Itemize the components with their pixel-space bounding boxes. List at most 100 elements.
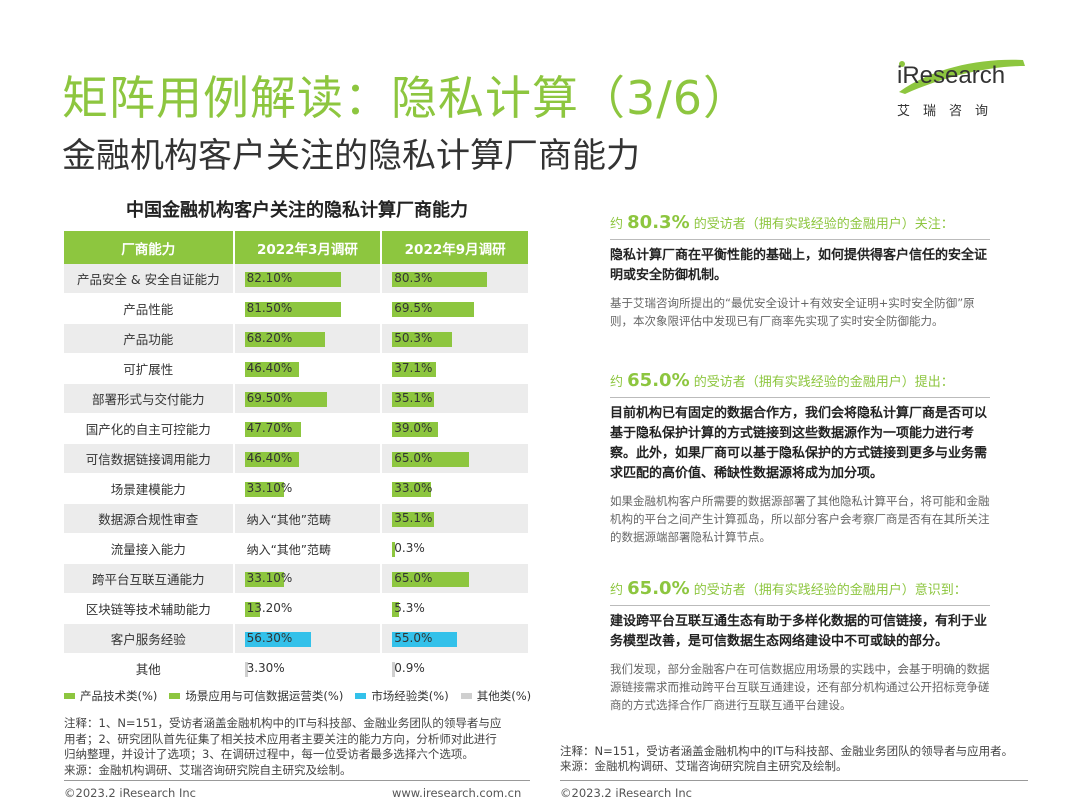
data-label: 47.70% bbox=[246, 421, 293, 436]
row-label: 产品性能 bbox=[64, 293, 235, 325]
right-notes: 注释：N=151，受访者涵盖金融机构中的IT与科技部、金融业务团队的领导者与应用… bbox=[560, 744, 1030, 774]
march-cell: 56.30% bbox=[233, 623, 383, 655]
data-label: 82.10% bbox=[246, 271, 293, 286]
logo-wordmark: iResearch bbox=[897, 62, 1006, 89]
september-cell: 0.9% bbox=[381, 653, 530, 685]
september-cell: 37.1% bbox=[381, 353, 530, 385]
insight-key-point: 目前机构已有固定的数据合作方，我们会将隐私计算厂商是否可以基于隐私保护计算的方式… bbox=[610, 406, 988, 481]
data-label: 39.0% bbox=[394, 421, 433, 436]
table-row: 产品功能 68.20% 50.3% bbox=[64, 323, 530, 355]
data-label: 46.40% bbox=[246, 451, 293, 466]
table-row: 区块链等技术辅助能力 13.20% 5.3% bbox=[64, 593, 530, 625]
data-label: 纳入“其他”范畴 bbox=[246, 513, 332, 528]
insight-percent: 65.0% bbox=[627, 578, 690, 599]
row-label: 跨平台互联互通能力 bbox=[64, 563, 235, 595]
insight-divider bbox=[610, 605, 990, 606]
table-row: 其他 3.30% 0.9% bbox=[64, 653, 530, 685]
row-label: 国产化的自主可控能力 bbox=[64, 413, 235, 445]
note-line: 用者；2、研究团队首先征集了相关技术应用者主要关注的能力方向，分析师对此进行 bbox=[64, 731, 497, 746]
table-row: 数据源合规性审查 纳入“其他”范畴 35.1% bbox=[64, 503, 530, 535]
legend-swatch bbox=[169, 693, 181, 699]
table-row: 国产化的自主可控能力 47.70% 39.0% bbox=[64, 413, 530, 445]
table-row: 跨平台互联互通能力 33.10% 65.0% bbox=[64, 563, 530, 595]
logo-swoosh-icon bbox=[899, 59, 1025, 94]
data-label: 0.3% bbox=[394, 541, 425, 556]
data-label: 0.9% bbox=[394, 661, 425, 676]
table-row: 产品安全 & 安全自证能力 82.10% 80.3% bbox=[64, 264, 530, 295]
row-label: 其他 bbox=[64, 653, 235, 685]
table-row: 流量接入能力 纳入“其他”范畴 0.3% bbox=[64, 533, 530, 565]
september-cell: 35.1% bbox=[381, 503, 530, 535]
march-cell: 13.20% bbox=[233, 593, 383, 625]
bar-march bbox=[244, 452, 300, 468]
september-cell: 80.3% bbox=[381, 264, 530, 295]
page-subtitle: 金融机构客户关注的隐私计算厂商能力 bbox=[62, 136, 640, 176]
bar-march bbox=[244, 482, 284, 498]
data-label: 3.30% bbox=[246, 661, 285, 676]
note-line: 注释：N=151，受访者涵盖金融机构中的IT与科技部、金融业务团队的领导者与应用… bbox=[560, 744, 1014, 758]
legend-label: 其他类(%) bbox=[476, 689, 532, 703]
legend-swatch bbox=[355, 693, 367, 699]
march-cell: 3.30% bbox=[233, 653, 383, 685]
legend-item: 场景应用与可信数据运营类(%) bbox=[169, 688, 343, 704]
website-url[interactable]: www.iresearch.com.cn bbox=[392, 786, 522, 800]
bar-march bbox=[244, 662, 249, 678]
insight-head: 约 65.0% 的受访者（拥有实践经验的金融用户）提出： bbox=[610, 370, 990, 391]
row-label: 场景建模能力 bbox=[64, 473, 235, 505]
row-label: 数据源合规性审查 bbox=[64, 503, 235, 535]
source-line: 来源：金融机构调研、艾瑞咨询研究院自主研究及绘制。 bbox=[64, 762, 352, 777]
row-label: 产品安全 & 安全自证能力 bbox=[64, 264, 235, 295]
march-cell: 46.40% bbox=[233, 353, 383, 385]
table-row: 可扩展性 46.40% 37.1% bbox=[64, 353, 530, 385]
table-row: 客户服务经验 56.30% 55.0% bbox=[64, 623, 530, 655]
data-label: 37.1% bbox=[394, 361, 433, 376]
note-line: 归纳整理，并设计了选项；3、在调研过程中，每一位受访者最多选择六个选项。 bbox=[64, 747, 474, 761]
column-header-capability: 厂商能力 bbox=[64, 231, 235, 264]
insight-description: 我们发现，部分金融客户在可信数据应用场景的实践中，会基于明确的数据源链接需求而推… bbox=[610, 662, 990, 712]
september-cell: 69.5% bbox=[381, 293, 530, 325]
insight-block: 约 65.0% 的受访者（拥有实践经验的金融用户）提出： 目前机构已有固定的数据… bbox=[610, 370, 990, 546]
insight-suffix: 的受访者（拥有实践经验的金融用户）关注： bbox=[693, 217, 954, 232]
data-label: 65.0% bbox=[394, 571, 433, 586]
legend-label: 场景应用与可信数据运营类(%) bbox=[185, 689, 344, 703]
page-title: 矩阵用例解读：隐私计算（3/6） bbox=[62, 71, 751, 125]
september-cell: 39.0% bbox=[381, 413, 530, 445]
insight-divider bbox=[610, 397, 990, 398]
bar-march bbox=[244, 332, 326, 348]
insight-prefix: 约 bbox=[610, 583, 624, 598]
september-cell: 50.3% bbox=[381, 323, 530, 355]
september-cell: 33.0% bbox=[381, 473, 530, 505]
insight-prefix: 约 bbox=[610, 217, 624, 232]
row-label: 流量接入能力 bbox=[64, 533, 235, 565]
insight-prefix: 约 bbox=[610, 375, 624, 390]
data-label: 68.20% bbox=[246, 331, 293, 346]
bar-september bbox=[392, 302, 475, 318]
insight-percent: 65.0% bbox=[627, 370, 690, 391]
september-cell: 55.0% bbox=[381, 623, 530, 655]
row-label: 客户服务经验 bbox=[64, 623, 235, 655]
bar-september bbox=[392, 512, 434, 528]
bar-march bbox=[244, 632, 311, 648]
data-label: 69.5% bbox=[394, 301, 433, 316]
data-label: 35.1% bbox=[394, 511, 433, 526]
data-label: 56.30% bbox=[246, 631, 293, 646]
bar-september bbox=[392, 392, 434, 408]
bar-march bbox=[244, 362, 300, 378]
table-row: 部署形式与交付能力 69.50% 35.1% bbox=[64, 383, 530, 415]
data-label: 33.10% bbox=[246, 571, 293, 586]
bar-september bbox=[392, 422, 439, 438]
bar-march bbox=[244, 422, 301, 438]
september-cell: 35.1% bbox=[381, 383, 530, 415]
march-cell: 纳入“其他”范畴 bbox=[233, 533, 383, 565]
bar-march bbox=[244, 302, 341, 318]
chart-title: 中国金融机构客户关注的隐私计算厂商能力 bbox=[126, 200, 468, 221]
row-label: 部署形式与交付能力 bbox=[64, 383, 235, 415]
legend-item: 市场经验类(%) bbox=[355, 688, 449, 704]
logo-cn-text: 艾瑞咨询 bbox=[897, 104, 1002, 119]
row-label: 可扩展性 bbox=[64, 353, 235, 385]
legend-swatch bbox=[460, 693, 472, 699]
march-cell: 46.40% bbox=[233, 443, 383, 475]
row-label: 可信数据链接调用能力 bbox=[64, 443, 235, 475]
data-label: 80.3% bbox=[394, 271, 433, 286]
copyright-left: ©2023.2 iResearch Inc bbox=[64, 786, 196, 800]
